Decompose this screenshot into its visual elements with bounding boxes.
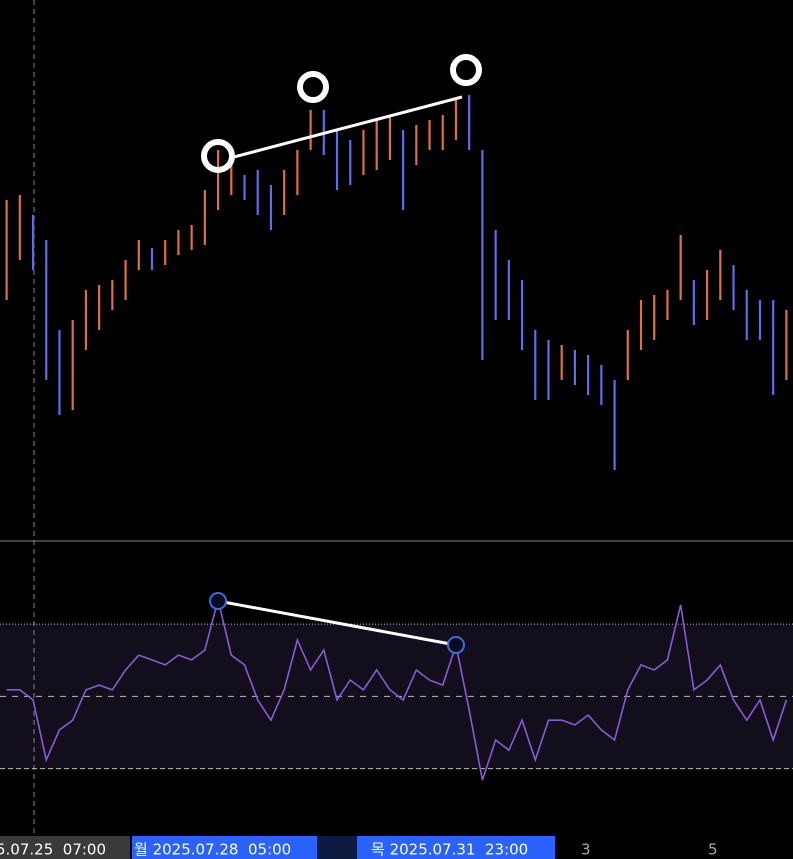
oscillator-marker (447, 636, 465, 654)
price-marker (450, 54, 482, 86)
divergence-annotations (201, 54, 482, 654)
price-trendline (229, 95, 463, 160)
oscillator-line (6, 599, 788, 781)
time-label: 목 2025.07.31 23:00 (371, 841, 528, 859)
oscillator-pane (0, 599, 793, 781)
time-label: 5 (708, 841, 718, 859)
range-highlight (317, 836, 357, 859)
price-pane (5, 95, 788, 470)
time-label: 월 2025.07.28 05:00 (134, 841, 291, 859)
time-label: 3 (581, 841, 591, 859)
oscillator-marker (209, 592, 227, 610)
time-label: 5.07.25 07:00 (0, 841, 106, 859)
time-label-box (132, 836, 317, 859)
price-marker (297, 71, 329, 103)
price-marker (201, 139, 235, 173)
time-label-box (0, 836, 130, 859)
time-axis: 5.07.25 07:00 월 2025.07.28 05:00 목 2025.… (0, 836, 718, 859)
time-label-box (357, 836, 555, 859)
oscillator-trendline (217, 599, 457, 647)
